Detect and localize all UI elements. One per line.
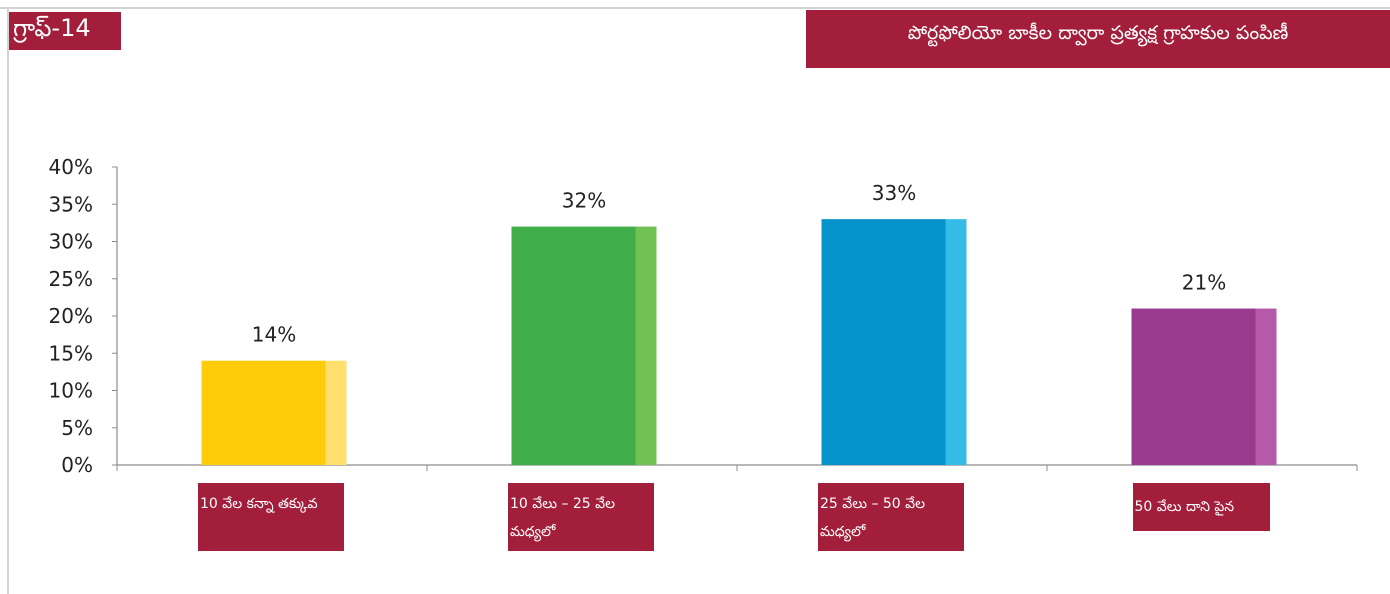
bar-highlight [635,226,657,465]
graph-number-label: గ్రాఫ్-14 [9,12,121,50]
y-tick-label: 0% [61,453,93,477]
category-label: 25 వేలు – 50 వేల మధ్యలో [818,483,964,551]
data-label: 33% [872,181,916,205]
category-label: 10 వేల కన్నా తక్కువ [198,483,344,551]
y-tick-label: 40% [49,155,93,179]
category-label: 50 వేలు దాని పైన [1132,483,1270,531]
chart-value-labels: 14% 32% 33% 21% [252,181,1226,347]
bar [201,360,326,465]
bar [821,219,946,465]
data-label: 14% [252,323,296,347]
bar [1131,308,1256,465]
data-label: 32% [562,189,606,213]
y-tick-label: 25% [49,267,93,291]
y-tick-label: 15% [49,341,93,365]
chart-title: పోర్టఫోలియో బాకీల ద్వారా ప్రత్యక్ష గ్రాహ… [806,10,1390,68]
frame-top-border [0,7,1390,9]
bar-highlight [945,219,967,465]
data-label: 21% [1182,271,1226,295]
category-label: 10 వేలు – 25 వేల మధ్యలో [508,483,654,551]
chart-bars [201,219,1277,465]
y-tick-label: 20% [49,304,93,328]
y-tick-label: 35% [49,192,93,216]
bar-highlight [325,360,347,465]
y-tick-label: 10% [49,379,93,403]
frame-left-border [7,7,9,594]
y-tick-label: 5% [61,416,93,440]
y-tick-label: 30% [49,230,93,254]
bar [511,226,636,465]
bar-highlight [1255,308,1277,465]
